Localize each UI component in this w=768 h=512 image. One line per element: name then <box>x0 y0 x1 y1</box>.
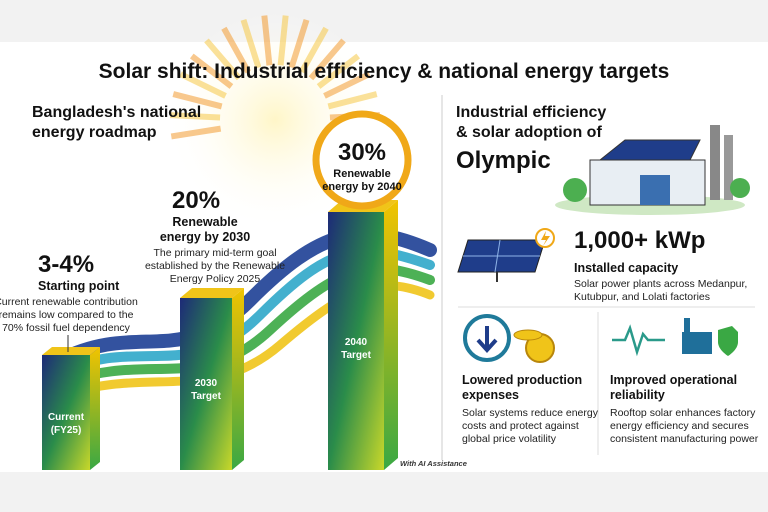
bar-label: 2030 <box>195 378 218 389</box>
benefit-desc: energy efficiency and secures <box>610 420 749 432</box>
sun-ray <box>277 15 289 66</box>
footnote: With AI Assistance <box>400 459 467 468</box>
panel-line <box>494 239 501 273</box>
mini-chimney <box>684 318 690 332</box>
benefit-title: reliability <box>610 388 665 402</box>
bar-2 <box>180 288 244 470</box>
bar-label: 2040 <box>345 337 368 348</box>
milestone-desc: The primary mid-term goal <box>153 247 276 259</box>
milestone-desc: Energy Policy 2025 <box>170 273 261 285</box>
sun-ray <box>316 53 361 89</box>
bar-label: Current <box>48 412 85 423</box>
company-name: Olympic <box>456 147 551 174</box>
solar-panel-icon <box>457 228 555 282</box>
milestone-label: energy by 2030 <box>160 230 250 244</box>
capacity-label: Installed capacity <box>574 261 678 275</box>
section-heading: Industrial efficiency <box>456 104 606 121</box>
milestone-value: 30% <box>338 139 386 166</box>
capacity-desc: Solar power plants across Medanpur, <box>574 278 747 290</box>
section-heading: Bangladesh's national <box>32 104 201 121</box>
mini-factory <box>682 332 712 354</box>
tree <box>730 178 750 198</box>
bar-label: (FY25) <box>51 425 82 436</box>
sun-ray <box>169 112 221 121</box>
benefit-title: Lowered production <box>462 373 582 387</box>
milestone-value: 20% <box>172 187 220 214</box>
sun-ray <box>221 26 251 74</box>
benefit-desc: Solar systems reduce energy <box>462 407 599 419</box>
sun-ray <box>240 18 262 69</box>
ring <box>312 110 412 210</box>
bar-label: Target <box>191 391 221 402</box>
chimney <box>724 135 733 200</box>
shield <box>718 326 738 356</box>
bar-1 <box>42 335 100 470</box>
pulse <box>612 324 665 357</box>
sun-ray <box>299 26 329 74</box>
title: Solar shift: Industrial efficiency & nat… <box>99 60 670 83</box>
bar-front <box>42 355 90 470</box>
section-heading: energy roadmap <box>32 124 157 141</box>
factory-icon <box>555 125 750 215</box>
door <box>640 175 670 205</box>
milestone-desc: 70% fossil fuel dependency <box>2 322 131 334</box>
sun-ray <box>179 71 227 99</box>
sun-ray <box>308 38 346 81</box>
milestone-label: Starting point <box>38 279 120 293</box>
milestone-desc: established by the Renewable <box>145 260 285 272</box>
benefit-desc: Rooftop solar enhances factory <box>610 407 756 419</box>
sun-ray <box>323 71 371 99</box>
benefit-desc: consistent manufacturing power <box>610 433 759 445</box>
reliability-icon <box>612 318 738 357</box>
capacity-desc: Kutubpur, and Lolati factories <box>574 291 710 303</box>
milestone-desc: Current renewable contribution <box>0 296 138 308</box>
bar-side <box>384 200 398 470</box>
sun-ray <box>261 15 273 66</box>
benefit-desc: costs and protect against <box>462 420 579 432</box>
bar-top <box>42 347 100 355</box>
bar-side <box>90 347 100 470</box>
bar-front <box>180 298 232 470</box>
benefit-title: expenses <box>462 388 519 402</box>
bar-front <box>328 212 384 470</box>
tree <box>563 178 587 202</box>
milestone-label: energy by 2040 <box>322 181 402 193</box>
benefit-title: Improved operational <box>610 373 737 387</box>
bar-top <box>180 288 244 298</box>
bar-side <box>232 288 244 470</box>
capacity-value: 1,000+ kWp <box>574 227 705 254</box>
solar-roof <box>598 139 701 161</box>
chimney <box>710 125 720 200</box>
milestone-label: Renewable <box>172 215 237 229</box>
sun-ray <box>189 53 234 89</box>
milestone-label: Renewable <box>333 168 390 180</box>
sun-ray <box>204 38 242 81</box>
milestone-desc: remains low compared to the <box>0 309 134 321</box>
bar-3 <box>328 200 398 470</box>
sun-ray <box>170 125 222 140</box>
sun-ray <box>288 18 310 69</box>
bar-label: Target <box>341 350 371 361</box>
benefit-desc: global price volatility <box>462 433 557 445</box>
sun-ray <box>327 91 378 110</box>
bolt <box>541 231 550 246</box>
section-heading: & solar adoption of <box>456 124 602 141</box>
savings-icon <box>463 314 555 363</box>
sun-ray <box>172 91 223 110</box>
milestone-value: 3-4% <box>38 251 94 278</box>
badge-ring <box>312 110 412 210</box>
coin-stack <box>513 329 543 341</box>
down-arrow <box>476 326 498 353</box>
